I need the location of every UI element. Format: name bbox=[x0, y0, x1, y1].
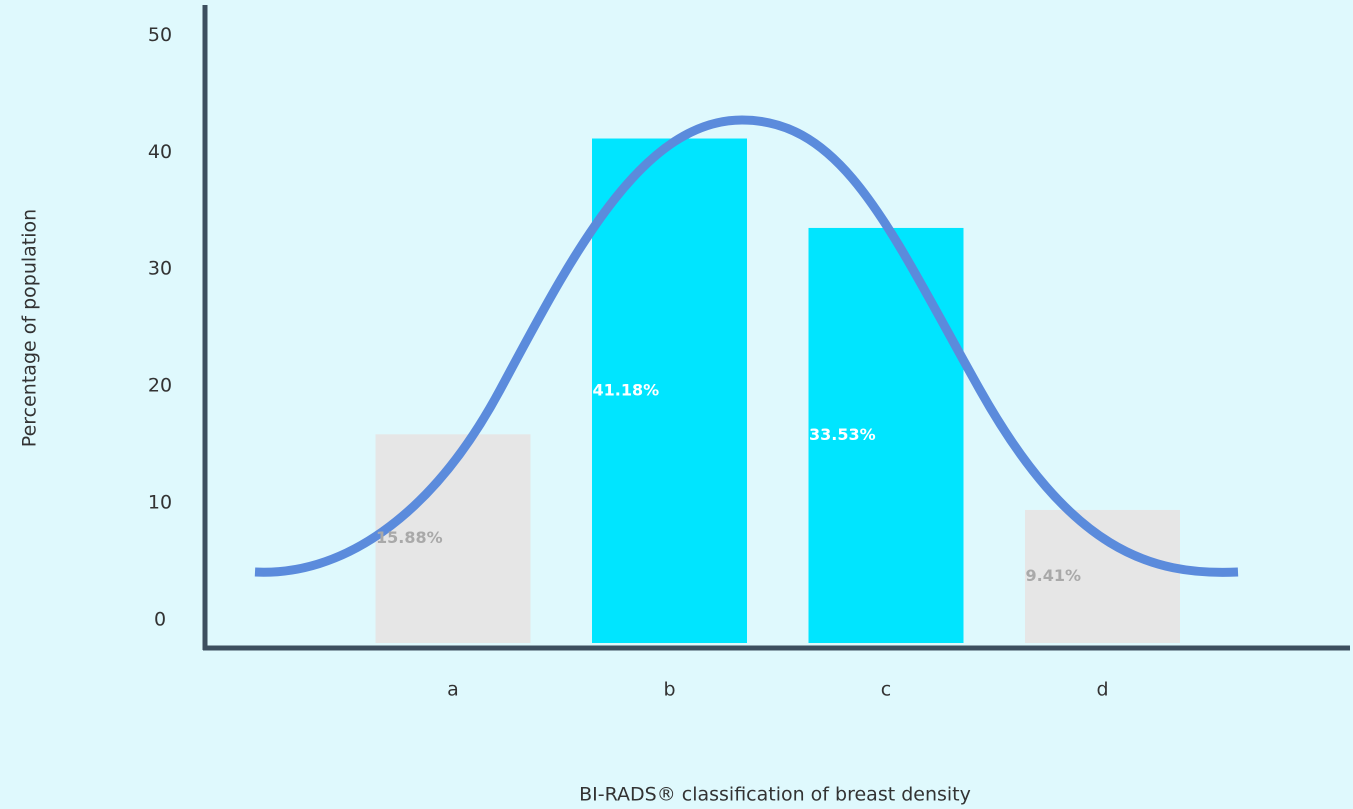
y-tick-label: 50 bbox=[148, 24, 172, 46]
value-label: 15.88% bbox=[376, 528, 443, 547]
value-label: 41.18% bbox=[593, 380, 660, 399]
x-tick-label: c bbox=[881, 679, 891, 701]
bar bbox=[1025, 509, 1180, 643]
bar bbox=[592, 138, 747, 643]
value-label: 9.41% bbox=[1026, 566, 1082, 585]
x-axis-title: BI-RADS® classification of breast densit… bbox=[579, 784, 971, 806]
y-tick-label: 20 bbox=[148, 375, 172, 397]
bars bbox=[375, 138, 1180, 644]
bell-curve bbox=[254, 115, 1239, 577]
y-tick-label: 10 bbox=[148, 492, 172, 514]
x-tick-label: a bbox=[447, 679, 459, 701]
x-tick-label: d bbox=[1096, 679, 1108, 701]
y-tick-label: 0 bbox=[154, 608, 166, 630]
value-label: 33.53% bbox=[809, 425, 876, 444]
y-axis-title: Percentage of population bbox=[19, 209, 41, 447]
y-tick-label: 40 bbox=[148, 141, 172, 163]
x-tick-label: b bbox=[663, 679, 675, 701]
y-tick-label: 30 bbox=[148, 258, 172, 280]
bar bbox=[808, 227, 964, 644]
